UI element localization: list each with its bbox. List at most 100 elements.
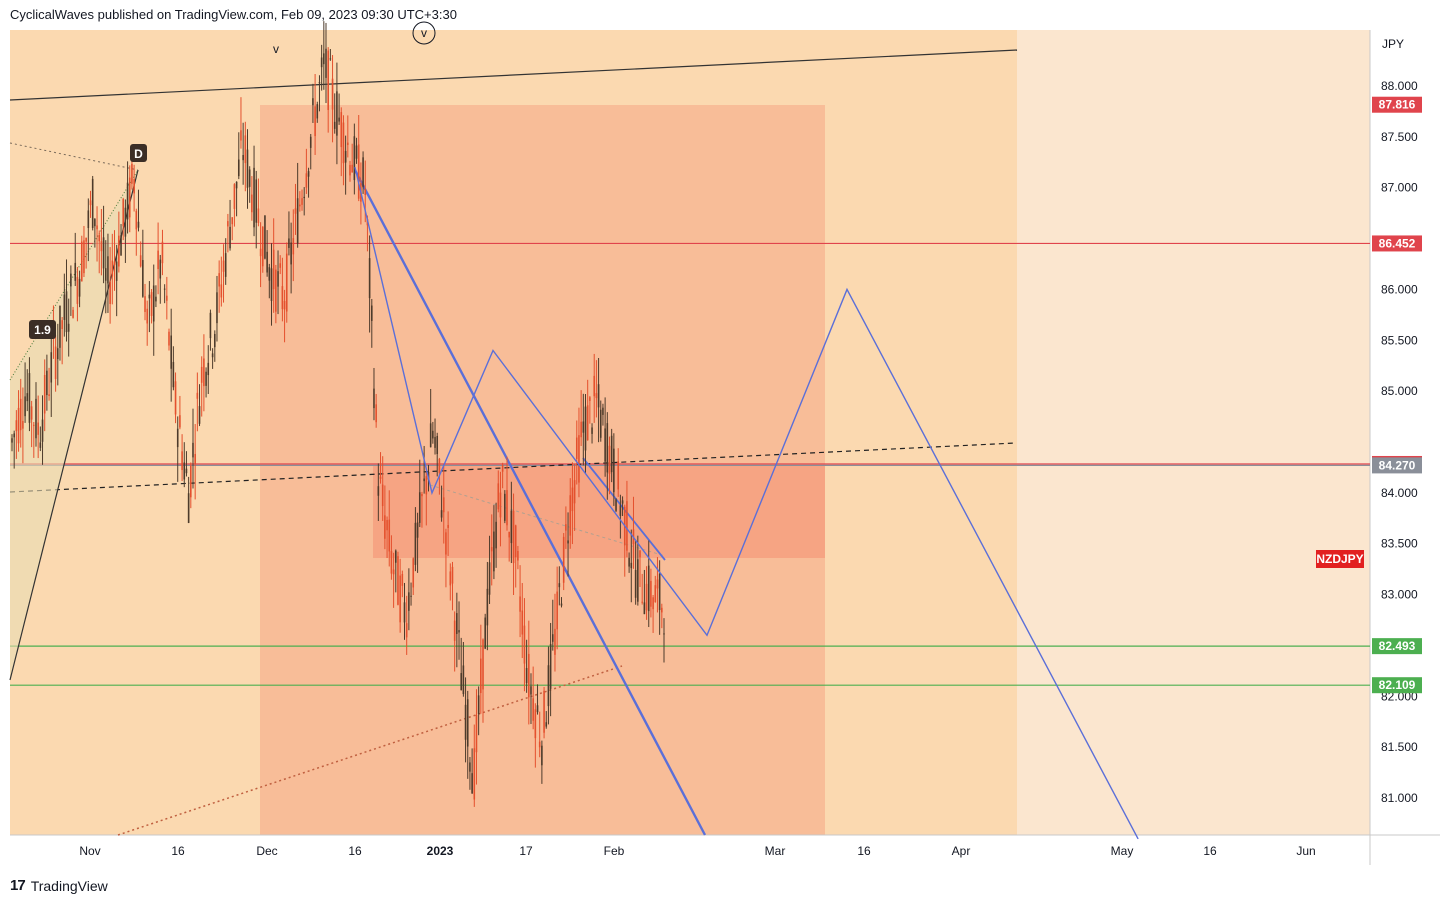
candle-body <box>207 362 210 376</box>
candle-body <box>512 510 515 564</box>
candle-body <box>523 625 526 664</box>
candle-body <box>394 550 397 563</box>
candle-body <box>639 550 641 558</box>
candle-body <box>305 173 308 188</box>
level-price-tag <box>1372 235 1422 252</box>
candle-body <box>586 405 589 441</box>
candle-body <box>65 291 68 333</box>
candle-body <box>131 163 133 184</box>
candle-body <box>285 253 288 312</box>
candle-body <box>266 251 268 273</box>
annotation-ratio: 1.9 <box>29 320 56 339</box>
candle-body <box>46 370 48 396</box>
candle-body <box>595 393 598 399</box>
candle-body <box>628 557 630 567</box>
candle-body <box>418 492 421 523</box>
candle-body <box>320 57 323 68</box>
projected-point <box>431 492 433 494</box>
candle-body <box>501 465 504 472</box>
candle-body <box>554 628 556 655</box>
candle-body <box>364 189 367 195</box>
candle-body <box>613 448 615 493</box>
candle-body <box>405 623 408 638</box>
candle-body <box>76 276 79 304</box>
projected-wave-path[interactable] <box>354 167 1139 840</box>
projected-point <box>706 634 708 636</box>
candle-body <box>630 562 633 569</box>
y-tick-label: 85.500 <box>1381 333 1418 347</box>
candle-body <box>137 221 140 228</box>
channel-line[interactable] <box>353 169 707 836</box>
candle-body <box>617 461 620 490</box>
candle-body <box>39 442 42 448</box>
candle-body <box>203 358 205 387</box>
candle-body <box>484 617 486 649</box>
candle-body <box>451 566 454 584</box>
candle-body <box>560 603 563 606</box>
candle-body <box>645 583 648 611</box>
candle-body <box>591 427 593 434</box>
candle-body <box>91 178 94 228</box>
candle-body <box>198 406 201 424</box>
y-tick-label: 81.500 <box>1381 740 1418 754</box>
candle-body <box>133 179 135 194</box>
last-price-tag <box>1372 96 1422 113</box>
upper-trendline[interactable] <box>9 49 1018 101</box>
level-price-tag <box>1372 677 1422 694</box>
candle-body <box>658 573 661 611</box>
candle-body <box>148 294 151 299</box>
candle-body <box>113 261 116 266</box>
candle-body <box>558 583 561 588</box>
candle-body <box>37 422 39 435</box>
x-tick-label: 16 <box>348 844 362 858</box>
y-tick-label: 85.000 <box>1381 384 1418 398</box>
harmonic-dotted-line <box>9 142 139 171</box>
candle-body <box>48 394 50 396</box>
candle-body <box>543 690 545 733</box>
candle-body <box>357 144 360 199</box>
candle-body <box>144 296 146 312</box>
candle-body <box>272 249 275 290</box>
candle-body <box>303 196 306 199</box>
dotted-support-line[interactable] <box>117 665 623 836</box>
candle-body <box>449 571 452 586</box>
candle-body <box>573 480 576 504</box>
candle-body <box>70 273 72 287</box>
candle-body <box>279 263 282 268</box>
candle-body <box>469 762 471 772</box>
candle-body <box>621 500 624 504</box>
candle-body <box>641 601 643 603</box>
candle-body <box>329 58 332 60</box>
candle-body <box>626 501 628 551</box>
candle-body <box>157 250 159 270</box>
candle-body <box>647 565 650 612</box>
candle-body <box>551 634 554 642</box>
candle-body <box>80 241 83 282</box>
candle-body <box>370 305 373 321</box>
candle-body <box>432 430 434 439</box>
candle-body <box>109 281 111 304</box>
candle-body <box>59 305 61 348</box>
candle-body <box>477 695 480 715</box>
candle-body <box>336 91 338 136</box>
mid-dotted-line <box>429 484 666 557</box>
candle-body <box>126 182 129 220</box>
symbol-tag: NZDJPY <box>1316 550 1364 568</box>
candle-body <box>615 499 617 511</box>
candle-body <box>41 419 44 442</box>
candle-body <box>384 515 386 539</box>
dashed-trendline[interactable] <box>9 442 1016 493</box>
candle-body <box>218 273 220 287</box>
x-tick-label: May <box>1111 844 1134 858</box>
currency-label: JPY <box>1382 37 1404 51</box>
candle-body <box>392 569 395 575</box>
x-tick-label: Jun <box>1296 844 1315 858</box>
candle-body <box>379 476 382 479</box>
candle-body <box>456 613 458 634</box>
candle-body <box>299 204 301 207</box>
candle-body <box>96 225 98 230</box>
x-tick-label: Feb <box>604 844 625 858</box>
candle-body <box>458 630 460 633</box>
candle-body <box>200 366 203 383</box>
